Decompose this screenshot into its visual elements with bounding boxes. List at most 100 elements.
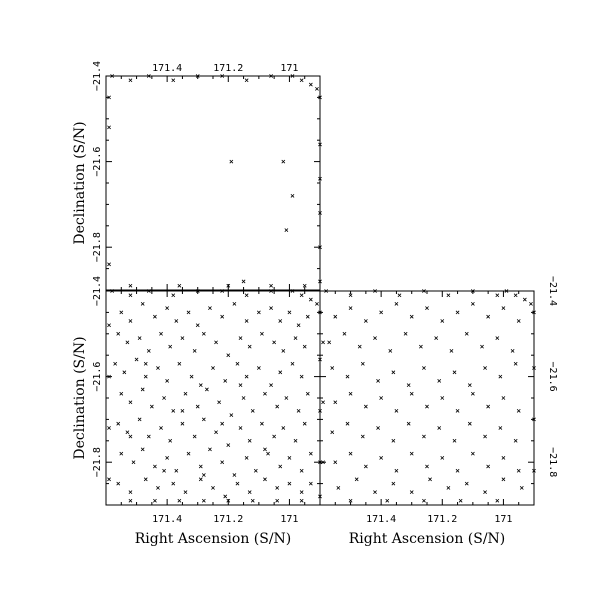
edge-point xyxy=(446,293,451,298)
data-point xyxy=(336,485,341,490)
data-point xyxy=(278,464,283,469)
edge-point xyxy=(107,477,111,482)
edge-point xyxy=(321,340,325,345)
data-point xyxy=(247,490,252,495)
data-point xyxy=(143,477,148,482)
edge-point xyxy=(422,498,426,503)
data-point xyxy=(510,349,515,353)
data-point xyxy=(406,383,411,388)
data-point xyxy=(394,301,399,306)
data-point xyxy=(177,361,182,366)
edge-point xyxy=(422,289,426,293)
data-point xyxy=(149,404,154,409)
panel-top-left: 171.4 171.2 171 −21.4 −21.6 −21.8 Declination… xyxy=(72,61,322,291)
data-point xyxy=(333,460,338,465)
edge-point xyxy=(324,289,328,293)
data-point xyxy=(168,438,173,443)
edge-point xyxy=(529,301,533,306)
data-point xyxy=(220,314,225,319)
data-point xyxy=(434,336,439,340)
data-point xyxy=(363,319,368,323)
data-point xyxy=(498,426,503,430)
data-point xyxy=(305,314,310,319)
edge-point xyxy=(107,262,111,267)
data-point xyxy=(388,349,393,353)
data-point xyxy=(281,349,286,353)
edge-point xyxy=(290,289,295,293)
data-point xyxy=(153,314,157,319)
data-point xyxy=(159,426,163,430)
data-point xyxy=(480,344,484,349)
data-point xyxy=(229,413,234,418)
tick-labels: 171.4 171.2 171 −21.4 −21.6 −21.8 xyxy=(92,61,298,262)
x-tick-label: 171 xyxy=(280,63,298,74)
data-point xyxy=(486,404,491,409)
edge-point xyxy=(110,74,114,78)
data-point xyxy=(464,331,469,336)
data-point xyxy=(263,477,267,482)
data-point xyxy=(495,336,500,340)
edge-point xyxy=(522,297,527,302)
data-point xyxy=(146,434,151,439)
data-point xyxy=(244,456,249,460)
data-point xyxy=(165,456,170,460)
x-tick-label: 171.4 xyxy=(366,514,396,525)
data-point xyxy=(486,464,491,469)
data-point xyxy=(128,319,133,323)
y-tick-label: −21.4 xyxy=(547,276,558,306)
edge-point xyxy=(269,283,273,288)
edge-point xyxy=(220,289,225,293)
data-point xyxy=(281,426,286,430)
data-point xyxy=(519,485,524,490)
data-point xyxy=(391,481,396,486)
data-point xyxy=(425,404,429,409)
plot-frame xyxy=(105,290,321,506)
data-point xyxy=(376,378,380,383)
data-point xyxy=(470,301,475,306)
data-point xyxy=(379,310,384,315)
data-point xyxy=(125,430,130,435)
data-point xyxy=(275,404,280,409)
data-point xyxy=(119,310,124,315)
data-point xyxy=(363,404,368,409)
y-axis-title: Declination (S/N) xyxy=(72,336,88,459)
data-point xyxy=(394,468,399,473)
data-point xyxy=(174,468,179,473)
y-tick-label: −21.8 xyxy=(92,447,103,477)
edge-point xyxy=(513,293,518,298)
data-point xyxy=(299,468,304,473)
edge-point xyxy=(302,283,307,288)
edge-point xyxy=(107,426,111,430)
tick-labels: 171.4 171.2 171 −21.4 −21.6 −21.8 xyxy=(92,276,298,525)
data-point xyxy=(250,408,255,413)
data-point xyxy=(238,336,243,340)
data-point xyxy=(235,481,240,486)
edge-point xyxy=(171,78,176,83)
data-point xyxy=(183,490,188,495)
data-point xyxy=(452,370,457,375)
data-point xyxy=(464,481,469,486)
edge-point xyxy=(269,289,273,293)
data-point xyxy=(201,473,206,477)
data-point xyxy=(180,408,185,413)
data-point xyxy=(360,434,365,439)
data-point xyxy=(501,306,506,311)
data-point xyxy=(195,323,200,328)
edge-point xyxy=(128,283,133,288)
x-tick-label: 171.4 xyxy=(152,63,182,74)
data-point xyxy=(513,438,518,443)
data-point xyxy=(467,383,472,388)
edge-point xyxy=(495,498,500,503)
data-point xyxy=(263,391,267,396)
data-point xyxy=(256,310,261,315)
data-point xyxy=(467,421,472,426)
data-point xyxy=(266,451,270,456)
data-point xyxy=(238,383,243,388)
data-point xyxy=(357,344,362,349)
data-point xyxy=(171,408,176,413)
data-point xyxy=(330,366,335,370)
x-axis-title: Right Ascension (S/N) xyxy=(349,531,506,547)
edge-point xyxy=(504,289,509,293)
edge-point xyxy=(397,293,402,298)
edge-point xyxy=(171,293,176,298)
